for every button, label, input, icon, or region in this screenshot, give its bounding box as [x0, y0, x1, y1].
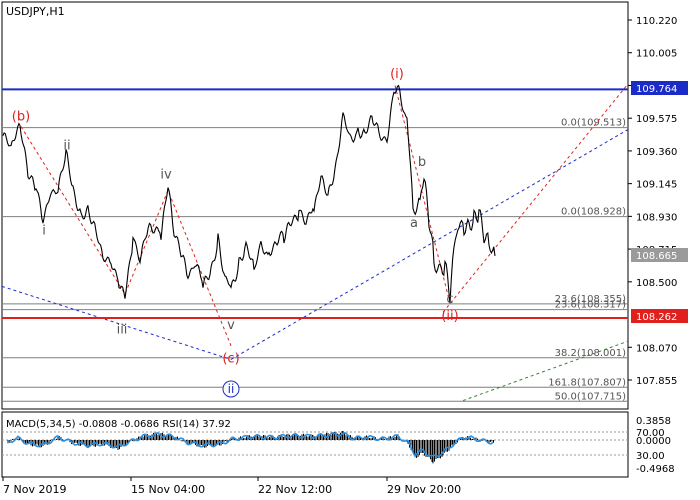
- macd-plot-frame: [1, 411, 629, 478]
- wave-label: ii: [63, 138, 70, 153]
- level-label: 23.6(108.355): [555, 294, 627, 305]
- x-tick-label: 7 Nov 2019: [3, 483, 66, 496]
- support-price-text: 108.262: [636, 312, 677, 323]
- wave-label: (c): [222, 351, 239, 366]
- wave-label: i: [42, 224, 46, 239]
- wave-label: ii: [228, 382, 235, 396]
- red-projection-line: [442, 83, 629, 313]
- y-tick-label: 109.575: [636, 114, 677, 125]
- x-tick-label: 22 Nov 12:00: [258, 483, 332, 496]
- wave-circle-marker: [222, 380, 240, 398]
- macd-tick-label: 70.00: [636, 428, 665, 439]
- wave-label: iii: [117, 323, 128, 338]
- blue-channel-right: [230, 129, 629, 360]
- wave-label: b: [418, 155, 426, 170]
- wave-label: (b): [12, 109, 30, 124]
- support-resistance-lines: [2, 88, 628, 320]
- wave-label: (ii): [441, 309, 458, 324]
- price-axis: 110.220110.005109.790109.575109.360109.1…: [628, 16, 677, 387]
- resistance-price-flag: 109.764: [631, 81, 688, 95]
- current-price-text: 108.665: [636, 251, 677, 262]
- support-price-flag: 108.262: [631, 309, 688, 323]
- y-tick-label: 109.360: [636, 147, 677, 158]
- y-tick-label: 110.005: [636, 49, 677, 60]
- current-price-flag: 108.665: [631, 248, 688, 262]
- wave-b-c-connector: [20, 126, 232, 346]
- y-tick-label: 110.220: [636, 16, 677, 27]
- fibonacci-levels: 0.0(109.513) 0.0(108.928) 23.6(108.355)23.…: [2, 118, 628, 402]
- level-label: 23.6(108.317): [555, 300, 627, 311]
- level-label: 38.2(108.001): [555, 348, 627, 359]
- wave-label: iv: [160, 167, 172, 182]
- level-label: 0.0(108.928): [561, 207, 626, 218]
- price-series: [2, 84, 496, 304]
- resistance-price-text: 109.764: [636, 84, 677, 95]
- macd-tick-label: 0.3858: [636, 416, 671, 427]
- wave-label: (i): [390, 67, 404, 82]
- y-tick-label: 107.855: [636, 376, 677, 387]
- y-tick-label: 108.070: [636, 343, 677, 354]
- wave-label: a: [410, 216, 418, 231]
- macd-signal-line: [7, 431, 494, 458]
- x-tick-label: 15 Nov 04:00: [131, 483, 205, 496]
- level-label: 161.8(107.807): [548, 377, 626, 388]
- time-axis: 7 Nov 2019 15 Nov 04:00 22 Nov 12:00 29 Nov…: [2, 477, 461, 496]
- macd-tick-label: 30.00: [636, 451, 665, 462]
- chart-title: USDJPY,H1: [6, 5, 65, 18]
- wave-label: v: [227, 318, 235, 333]
- macd-tick-label: -0.4968: [636, 464, 675, 475]
- macd-header: MACD(5,34,5) -0.0808 -0.0686 RSI(14) 37.…: [6, 419, 231, 430]
- x-tick-label: 29 Nov 20:00: [387, 483, 461, 496]
- green-channel-line: [462, 340, 629, 402]
- level-label: 50.0(107.715): [555, 391, 627, 402]
- y-tick-label: 109.145: [636, 180, 677, 191]
- y-tick-label: 108.930: [636, 212, 677, 223]
- blue-channel-left: [1, 285, 232, 360]
- macd-tick-label: 0.0000: [636, 436, 671, 447]
- price-line: [2, 84, 496, 304]
- y-tick-label: 108.500: [636, 278, 677, 289]
- level-label: 0.0(109.513): [561, 118, 626, 129]
- wave-label: c: [446, 292, 453, 307]
